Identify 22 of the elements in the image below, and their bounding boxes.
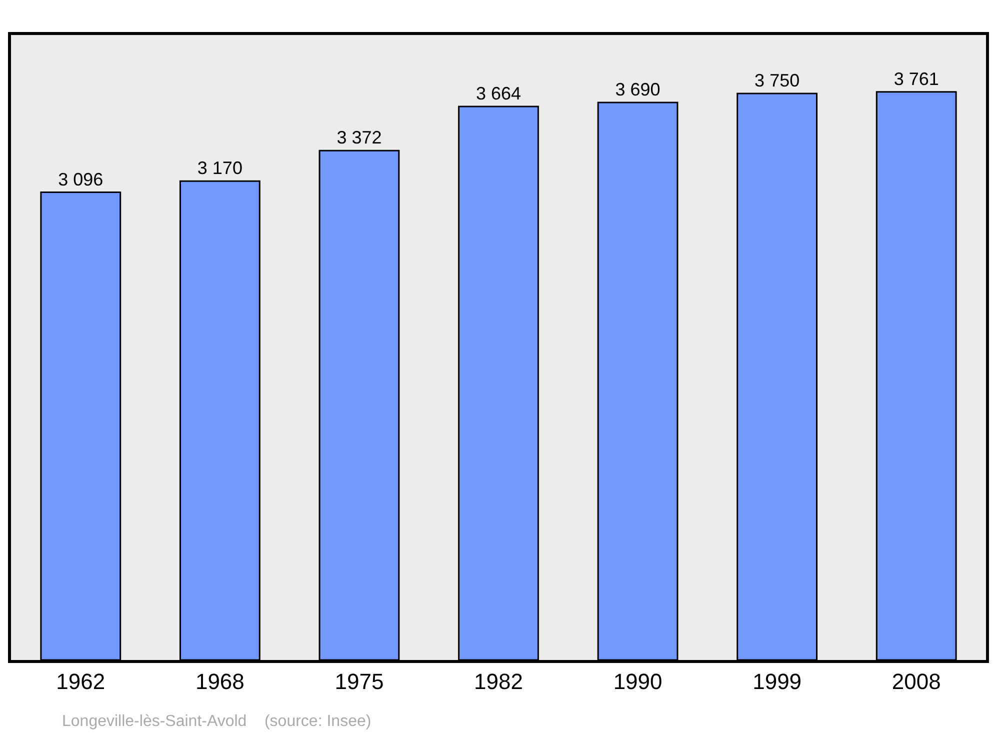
- data-label: 3 690: [615, 80, 660, 100]
- data-label: 3 750: [754, 70, 800, 90]
- bar: [40, 192, 122, 660]
- text: Longeville-lès-Saint-Avold (source: Insee): [62, 713, 372, 730]
- x-tick-label: 1982: [474, 669, 523, 694]
- data-label: 3 761: [894, 68, 939, 89]
- bar: [876, 91, 957, 660]
- x-tick-label: 1990: [613, 669, 662, 694]
- x-tick-label: 2008: [892, 669, 941, 694]
- x-tick-label: 1975: [334, 669, 384, 694]
- data-label: 3 664: [476, 83, 522, 104]
- data-label: 3 096: [58, 169, 104, 190]
- x-tick-label: 1999: [752, 669, 802, 694]
- data-label: 3 170: [197, 158, 242, 178]
- bar: [318, 150, 400, 660]
- bar: [179, 180, 260, 660]
- data-label: 3 372: [336, 128, 382, 148]
- x-tick-label: 1962: [56, 669, 106, 694]
- bar: [597, 102, 678, 660]
- bar: [736, 92, 818, 660]
- x-tick-label: 1968: [195, 669, 244, 694]
- bar: [458, 106, 539, 660]
